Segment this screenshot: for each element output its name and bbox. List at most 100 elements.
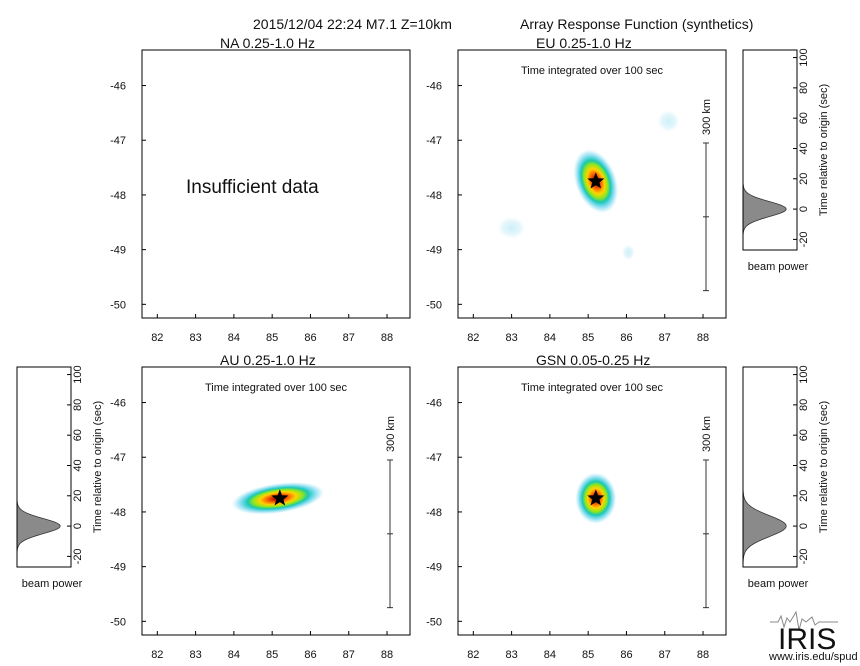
x-tick-label: 88 xyxy=(697,649,709,661)
plot-frame xyxy=(141,49,411,319)
y-tick-label: -48 xyxy=(110,507,126,519)
panel-title: EU 0.25-1.0 Hz xyxy=(536,35,632,51)
scale-bar-label: 300 km xyxy=(701,99,713,135)
panel-2: EU 0.25-1.0 Hz Time integrated over 100 s… xyxy=(426,35,830,344)
beam-tick-label: 40 xyxy=(72,459,84,471)
panel-3: AU 0.25-1.0 Hz Time integrated over 100 s… xyxy=(16,352,411,661)
plot-frame xyxy=(141,366,411,636)
beam-tick-label: 100 xyxy=(798,48,810,66)
iris-logo-text: IRIS xyxy=(778,623,836,656)
x-tick-label: 84 xyxy=(544,332,556,344)
beam-power-curve xyxy=(742,50,787,250)
beam-tick-label: 80 xyxy=(798,82,810,94)
x-tick-label: 85 xyxy=(266,332,278,344)
panel-title: AU 0.25-1.0 Hz xyxy=(220,352,316,368)
beam-tick-label: 20 xyxy=(798,173,810,185)
x-tick-label: 88 xyxy=(381,649,393,661)
beam-power-curve xyxy=(16,367,61,567)
plot-frame xyxy=(457,366,727,636)
event-header: 2015/12/04 22:24 M7.1 Z=10km xyxy=(253,16,452,32)
power-blob xyxy=(496,215,527,240)
x-tick-label: 84 xyxy=(544,649,556,661)
beam-axis-label: Time relative to origin (sec) xyxy=(92,401,104,533)
x-tick-label: 85 xyxy=(582,649,594,661)
beam-tick-label: 0 xyxy=(798,523,810,529)
beam-tick-label: 40 xyxy=(798,142,810,154)
x-tick-label: 86 xyxy=(620,332,632,344)
beam-power-plot: 100 80 60 40 20 0 -20 Time relative to origin (… xyxy=(16,365,104,590)
y-tick-label: -48 xyxy=(426,507,442,519)
y-tick-label: -49 xyxy=(426,245,442,257)
beam-tick-label: 20 xyxy=(798,490,810,502)
panel-subtitle: Time integrated over 100 sec xyxy=(521,382,664,394)
y-tick-label: -47 xyxy=(426,135,442,147)
scale-bar-label: 300 km xyxy=(701,416,713,452)
iris-logo: IRIS www.iris.edu/spud xyxy=(768,610,858,663)
beam-tick-label: 60 xyxy=(798,112,810,124)
x-tick-label: 86 xyxy=(304,649,316,661)
y-tick-label: -50 xyxy=(110,299,126,311)
panel-subtitle: Time integrated over 100 sec xyxy=(521,65,664,77)
y-tick-label: -49 xyxy=(110,562,126,574)
panel-4: GSN 0.05-0.25 Hz Time integrated over 100… xyxy=(426,352,830,661)
y-tick-label: -49 xyxy=(426,562,442,574)
y-tick-label: -47 xyxy=(426,452,442,464)
y-tick-label: -50 xyxy=(426,299,442,311)
seismogram-trace-icon xyxy=(770,610,838,631)
beam-tick-label: 0 xyxy=(72,523,84,529)
panel-title: NA 0.25-1.0 Hz xyxy=(220,35,315,51)
x-tick-label: 86 xyxy=(304,332,316,344)
x-tick-label: 83 xyxy=(189,649,201,661)
y-tick-label: -46 xyxy=(426,398,442,410)
beam-power-plot: 100 80 60 40 20 0 -20 Time relative to origin (… xyxy=(742,48,830,273)
epicenter-star-icon xyxy=(587,172,605,189)
beam-frame xyxy=(742,366,798,568)
x-tick-label: 87 xyxy=(343,332,355,344)
x-tick-label: 83 xyxy=(505,332,517,344)
y-tick-label: -50 xyxy=(110,616,126,628)
beam-xlabel: beam power xyxy=(748,261,809,273)
beam-tick-label: 100 xyxy=(72,365,84,383)
x-tick-label: 88 xyxy=(381,332,393,344)
beam-tick-label: 60 xyxy=(72,429,84,441)
epicenter-star-icon xyxy=(271,489,289,506)
beam-tick-label: -20 xyxy=(72,548,84,564)
beam-axis-label: Time relative to origin (sec) xyxy=(818,84,830,216)
y-tick-label: -50 xyxy=(426,616,442,628)
x-tick-label: 87 xyxy=(659,332,671,344)
beam-axis-label: Time relative to origin (sec) xyxy=(818,401,830,533)
beam-tick-label: -20 xyxy=(798,231,810,247)
x-tick-label: 83 xyxy=(189,332,201,344)
beam-tick-label: 0 xyxy=(798,206,810,212)
scale-bar: 300 km xyxy=(701,99,713,292)
beam-xlabel: beam power xyxy=(22,578,83,590)
beam-frame xyxy=(16,366,72,568)
panel-title: GSN 0.05-0.25 Hz xyxy=(536,352,650,368)
x-tick-label: 82 xyxy=(467,649,479,661)
y-tick-label: -46 xyxy=(110,81,126,93)
iris-url: www.iris.edu/spud xyxy=(768,651,858,663)
beam-power-curve xyxy=(742,367,787,568)
x-tick-label: 82 xyxy=(151,332,163,344)
y-tick-label: -47 xyxy=(110,452,126,464)
x-tick-label: 87 xyxy=(659,649,671,661)
y-tick-label: -49 xyxy=(110,245,126,257)
x-tick-label: 82 xyxy=(151,649,163,661)
panel-subtitle: Time integrated over 100 sec xyxy=(205,382,348,394)
beam-xlabel: beam power xyxy=(748,578,809,590)
epicenter-star-icon xyxy=(587,489,605,506)
x-tick-label: 87 xyxy=(343,649,355,661)
x-tick-label: 85 xyxy=(266,649,278,661)
power-blob xyxy=(656,109,681,134)
beam-tick-label: 40 xyxy=(798,459,810,471)
beam-tick-label: 80 xyxy=(72,399,84,411)
beam-power-plot: 100 80 60 40 20 0 -20 Time relative to origin (… xyxy=(742,365,830,590)
beam-tick-label: 100 xyxy=(798,365,810,383)
scale-bar: 300 km xyxy=(385,416,397,609)
scale-bar-label: 300 km xyxy=(385,416,397,452)
y-tick-label: -46 xyxy=(426,81,442,93)
plot-frame xyxy=(457,49,727,319)
power-blob xyxy=(621,243,636,262)
